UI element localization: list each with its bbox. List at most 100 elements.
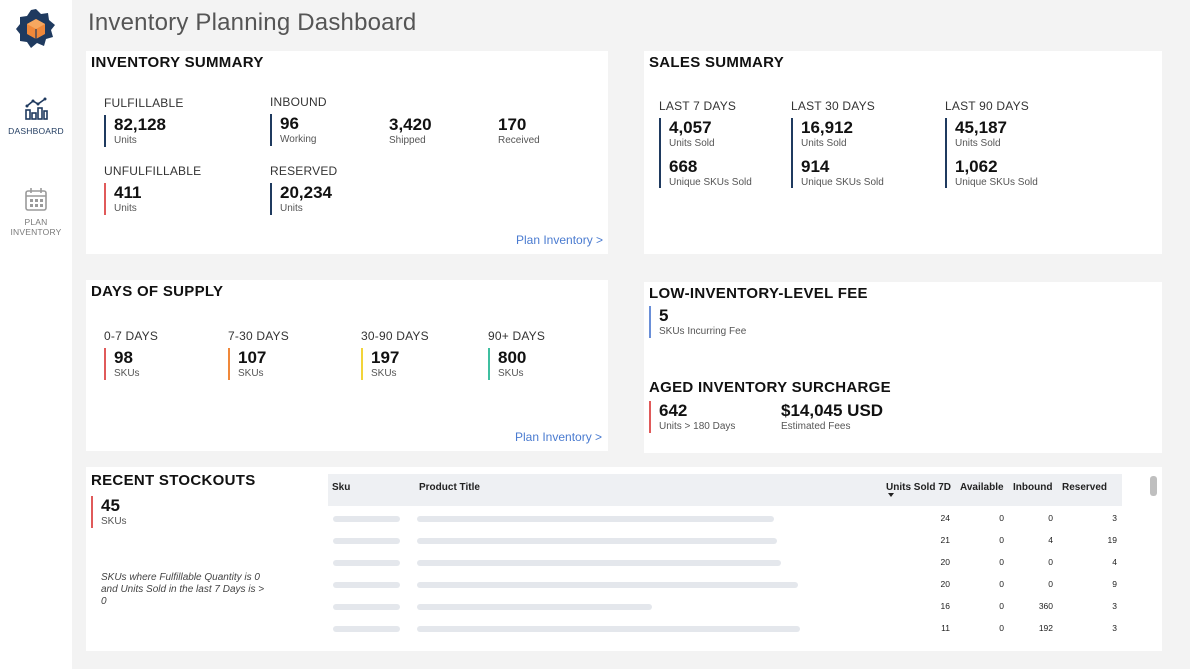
- sales-period-7d: LAST 7 DAYS 4,057 Units Sold 668 Unique …: [659, 99, 752, 188]
- card-title: DAYS OF SUPPLY: [91, 283, 224, 300]
- metric-value: 3,420: [389, 115, 432, 134]
- cell-reserved: 4: [1112, 557, 1117, 567]
- sku-placeholder: [333, 626, 400, 632]
- stockouts-metric: 45 SKUs: [91, 496, 127, 528]
- metric-value: 1,062: [955, 157, 998, 176]
- metric-box: 20,234 Units: [270, 183, 337, 215]
- title-placeholder: [417, 604, 652, 610]
- table-row[interactable]: 20 0 0 4: [328, 552, 1122, 574]
- cell-available: 0: [999, 513, 1004, 523]
- sku-placeholder: [333, 604, 400, 610]
- plan-inventory-link[interactable]: Plan Inventory >: [516, 233, 604, 247]
- metric-box: 411 Units: [104, 183, 201, 215]
- cell-inbound: 360: [1038, 601, 1053, 611]
- card-title: SALES SUMMARY: [649, 54, 785, 71]
- sort-descending-icon[interactable]: [888, 493, 894, 497]
- metric-box: 82,128 Units: [104, 115, 184, 147]
- cell-inbound: 0: [1048, 513, 1053, 523]
- column-header-inbound[interactable]: Inbound: [1013, 482, 1053, 493]
- metric-value: 4,057: [669, 118, 712, 137]
- metric-sub: Units Sold: [801, 138, 847, 149]
- metric-sub: SKUs: [238, 368, 264, 379]
- metric-value: 98: [114, 348, 133, 367]
- metric-value: 96: [280, 114, 299, 133]
- cell-units-sold: 20: [940, 579, 950, 589]
- supply-bucket-30-90: 30-90 DAYS 197 SKUs: [361, 329, 429, 380]
- cell-units-sold: 16: [940, 601, 950, 611]
- metric-sub: Units Sold: [669, 138, 715, 149]
- reserved-metric: RESERVED 20,234 Units: [270, 164, 337, 215]
- cell-reserved: 9: [1112, 579, 1117, 589]
- inbound-metric: INBOUND 96 Working: [270, 95, 327, 146]
- supply-bucket-7-30: 7-30 DAYS 107 SKUs: [228, 329, 289, 380]
- metric-sub: Units: [114, 135, 137, 146]
- column-header-product-title[interactable]: Product Title: [419, 482, 480, 493]
- title-placeholder: [417, 626, 800, 632]
- column-header-units-sold[interactable]: Units Sold 7D: [886, 482, 952, 493]
- table-header: Sku Product Title Units Sold 7D Availabl…: [328, 474, 1122, 506]
- metric-label: UNFULFILLABLE: [104, 164, 202, 178]
- sku-placeholder: [333, 538, 400, 544]
- metric-value: 45,187: [955, 118, 1007, 137]
- table-row[interactable]: 21 0 4 19: [328, 530, 1122, 552]
- sku-placeholder: [333, 516, 400, 522]
- table-row[interactable]: 11 0 192 3: [328, 618, 1122, 640]
- sidebar-item-dashboard[interactable]: DASHBOARD: [0, 96, 72, 136]
- metric-sub: SKUs: [498, 368, 524, 379]
- title-placeholder: [417, 516, 774, 522]
- inbound-received: 170 Received: [498, 115, 540, 147]
- sidebar-item-label-line1: PLAN: [24, 217, 48, 227]
- cell-available: 0: [999, 579, 1004, 589]
- metric-label: RESERVED: [270, 164, 338, 178]
- metric-sub: Units: [114, 203, 137, 214]
- table-row[interactable]: 24 0 0 3: [328, 508, 1122, 530]
- metric-value: 668: [669, 157, 698, 176]
- unfulfillable-metric: UNFULFILLABLE 411 Units: [104, 164, 201, 215]
- cell-inbound: 0: [1048, 579, 1053, 589]
- metric-box: 45,187 Units Sold 1,062 Unique SKUs Sold: [945, 118, 1038, 188]
- cell-reserved: 3: [1112, 513, 1117, 523]
- sidebar-item-label: DASHBOARD: [8, 126, 64, 136]
- metric-box: 197 SKUs: [361, 348, 429, 380]
- cell-units-sold: 21: [940, 535, 950, 545]
- cell-inbound: 0: [1048, 557, 1053, 567]
- table-row[interactable]: 16 0 360 3: [328, 596, 1122, 618]
- table-row[interactable]: 20 0 0 9: [328, 574, 1122, 596]
- title-placeholder: [417, 582, 798, 588]
- cell-available: 0: [999, 623, 1004, 633]
- stockouts-table: Sku Product Title Units Sold 7D Availabl…: [328, 474, 1122, 639]
- chart-icon: [25, 97, 48, 120]
- metric-sub: SKUs: [371, 368, 397, 379]
- column-header-reserved[interactable]: Reserved: [1062, 482, 1108, 493]
- metric-label: FULFILLABLE: [104, 96, 184, 110]
- days-of-supply-card: DAYS OF SUPPLY 0-7 DAYS 98 SKUs 7-30 DAY…: [86, 280, 608, 451]
- table-scrollbar[interactable]: [1150, 476, 1157, 496]
- cell-available: 0: [999, 557, 1004, 567]
- cell-units-sold: 11: [941, 623, 950, 633]
- aged-fees-metric: $14,045 USD Estimated Fees: [781, 401, 883, 433]
- column-header-available[interactable]: Available: [960, 482, 1004, 493]
- metric-value: 800: [498, 348, 527, 367]
- metric-sub: Unique SKUs Sold: [801, 177, 884, 188]
- metric-value: 45: [101, 496, 120, 515]
- cell-reserved: 3: [1112, 601, 1117, 611]
- card-title: INVENTORY SUMMARY: [91, 54, 264, 71]
- title-placeholder: [417, 560, 781, 566]
- metric-box: 4,057 Units Sold 668 Unique SKUs Sold: [659, 118, 752, 188]
- title-placeholder: [417, 538, 777, 544]
- supply-bucket-90-plus: 90+ DAYS 800 SKUs: [488, 329, 545, 380]
- metric-value: 197: [371, 348, 400, 367]
- column-header-sku[interactable]: Sku: [332, 482, 351, 493]
- plan-inventory-link[interactable]: Plan Inventory >: [515, 430, 603, 444]
- metric-sub: Unique SKUs Sold: [955, 177, 1038, 188]
- sidebar-item-plan-inventory[interactable]: PLAN INVENTORY: [0, 187, 72, 237]
- metric-sub: Units > 180 Days: [659, 421, 736, 432]
- metric-value: 642: [659, 401, 688, 420]
- metric-label: 30-90 DAYS: [361, 329, 429, 343]
- metric-sub: Estimated Fees: [781, 421, 851, 432]
- cell-available: 0: [999, 535, 1004, 545]
- metric-box: 16,912 Units Sold 914 Unique SKUs Sold: [791, 118, 884, 188]
- metric-label: 0-7 DAYS: [104, 329, 159, 343]
- metric-value: 914: [801, 157, 830, 176]
- low-inventory-fee-metric: 5 SKUs Incurring Fee: [649, 306, 746, 338]
